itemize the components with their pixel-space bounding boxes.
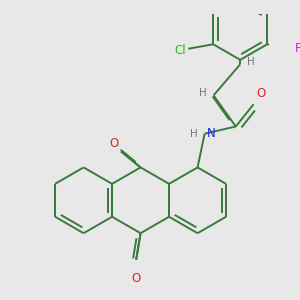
Text: O: O (109, 136, 118, 150)
Text: H: H (247, 57, 255, 67)
Text: Cl: Cl (174, 44, 186, 57)
Text: O: O (256, 87, 266, 100)
Text: N: N (206, 127, 215, 140)
Text: H: H (199, 88, 207, 98)
Text: F: F (295, 42, 300, 55)
Text: H: H (190, 129, 197, 139)
Text: O: O (131, 272, 141, 285)
